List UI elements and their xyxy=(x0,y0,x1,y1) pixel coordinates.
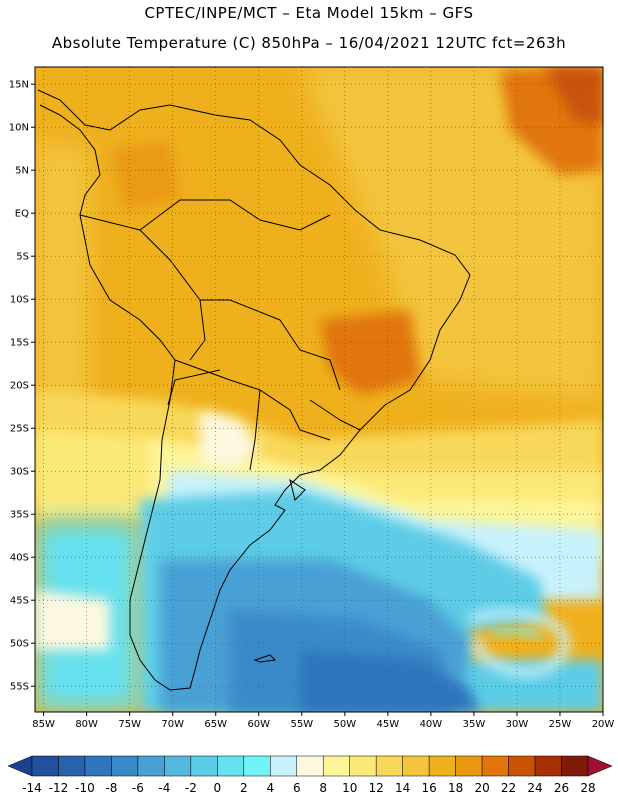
colorbar-bin xyxy=(428,755,456,777)
latitude-tick-label: 25S xyxy=(10,424,29,435)
longitude-tick-labels: 85W 80W 75W 70W 65W 60W 55W 50W 45W 40W 35W 30W 25W 2… xyxy=(32,712,614,730)
colorbar-bin xyxy=(164,755,192,777)
latitude-tick-label: 45S xyxy=(10,596,29,607)
longitude-tick-label: 85W xyxy=(32,719,55,730)
longitude-tick-label: 20W xyxy=(592,719,615,730)
colorbar-tick-label: 8 xyxy=(319,781,327,795)
colorbar-max-triangle xyxy=(587,755,613,777)
colorbar-tick-label: 22 xyxy=(501,781,516,795)
colorbar-bin xyxy=(349,755,377,777)
latitude-tick-label: 20S xyxy=(10,381,29,392)
coastlines-and-borders xyxy=(37,89,471,691)
latitude-tick-label: 40S xyxy=(10,553,29,564)
latitude-tick-label: 55S xyxy=(10,682,29,693)
latitude-tick-label: EQ xyxy=(15,209,29,220)
colorbar-bin xyxy=(402,755,430,777)
colorbar-tick-label: 12 xyxy=(369,781,384,795)
longitude-tick-label: 45W xyxy=(377,719,400,730)
longitude-tick-label: 80W xyxy=(75,719,98,730)
longitude-tick-label: 50W xyxy=(334,719,357,730)
title-line-1: CPTEC/INPE/MCT – Eta Model 15km – GFS xyxy=(144,4,474,22)
colorbar-bin xyxy=(270,755,298,777)
colorbar-tick-label: 18 xyxy=(448,781,463,795)
colorbar-bin xyxy=(561,755,589,777)
colorbar-bin xyxy=(534,755,562,777)
colorbar-bin xyxy=(375,755,403,777)
colorbar-bin xyxy=(137,755,165,777)
latitude-tick-label: 50S xyxy=(10,639,29,650)
colorbar-tick-label: -2 xyxy=(185,781,197,795)
colorbar-tick-label: 10 xyxy=(342,781,357,795)
title-line-2: Absolute Temperature (C) 850hPa – 16/04/… xyxy=(51,34,567,52)
longitude-tick-label: 35W xyxy=(463,719,486,730)
colorbar-tick-label: 24 xyxy=(527,781,542,795)
map-frame xyxy=(34,66,604,713)
latitude-tick-label: 15N xyxy=(9,80,29,91)
longitude-tick-label: 75W xyxy=(118,719,141,730)
colorbar-bin xyxy=(217,755,245,777)
longitude-tick-label: 70W xyxy=(161,719,184,730)
colorbar-tick-label: 26 xyxy=(554,781,569,795)
colorbar-tick-label: -12 xyxy=(49,781,69,795)
colorbar-tick-label: 14 xyxy=(395,781,410,795)
colorbar-tick-label: 4 xyxy=(266,781,274,795)
colorbar xyxy=(7,755,613,777)
longitude-tick-label: 65W xyxy=(204,719,227,730)
colorbar-tick-label: -10 xyxy=(75,781,95,795)
longitude-tick-label: 30W xyxy=(506,719,529,730)
temperature-field xyxy=(35,67,603,712)
colorbar-tick-label: -6 xyxy=(132,781,144,795)
graticule-lines xyxy=(35,67,603,712)
longitude-tick-label: 55W xyxy=(290,719,313,730)
longitude-tick-label: 40W xyxy=(420,719,443,730)
colorbar-tick-label: 6 xyxy=(293,781,301,795)
latitude-tick-label: 10N xyxy=(9,123,29,134)
colorbar-bin xyxy=(455,755,483,777)
colorbar-tick-label: 28 xyxy=(580,781,595,795)
colorbar-bin xyxy=(58,755,86,777)
colorbar-tick-label: -4 xyxy=(158,781,170,795)
colorbar-bin xyxy=(111,755,139,777)
latitude-tick-labels: 15N 10N 5N EQ 5S 10S 15S 20S 25S 30S 35S 40S 45S 50S 5… xyxy=(9,80,35,693)
colorbar-bin xyxy=(296,755,324,777)
colorbar-labels: -14 -12 -10 -8 -6 -4 -2 0 2 4 6 8 10 12 14 16 18 20 22 24 26… xyxy=(22,781,595,795)
colorbar-bin xyxy=(243,755,271,777)
colorbar-min-triangle xyxy=(7,755,33,777)
latitude-tick-label: 15S xyxy=(10,338,29,349)
latitude-tick-label: 30S xyxy=(10,467,29,478)
colorbar-tick-label: -8 xyxy=(105,781,117,795)
latitude-tick-label: 35S xyxy=(10,510,29,521)
colorbar-bin xyxy=(322,755,350,777)
latitude-tick-label: 10S xyxy=(10,295,29,306)
colorbar-tick-label: 20 xyxy=(474,781,489,795)
colorbar-bin xyxy=(481,755,509,777)
colorbar-bin xyxy=(84,755,112,777)
colorbar-bin xyxy=(508,755,536,777)
longitude-tick-label: 25W xyxy=(549,719,572,730)
latitude-tick-label: 5S xyxy=(16,252,29,263)
colorbar-tick-label: -14 xyxy=(22,781,42,795)
longitude-tick-label: 60W xyxy=(247,719,270,730)
latitude-tick-label: 5N xyxy=(15,166,29,177)
colorbar-tick-label: 2 xyxy=(240,781,248,795)
colorbar-tick-label: 16 xyxy=(422,781,437,795)
colorbar-tick-label: 0 xyxy=(214,781,222,795)
colorbar-bin xyxy=(31,755,59,777)
colorbar-bin xyxy=(190,755,218,777)
